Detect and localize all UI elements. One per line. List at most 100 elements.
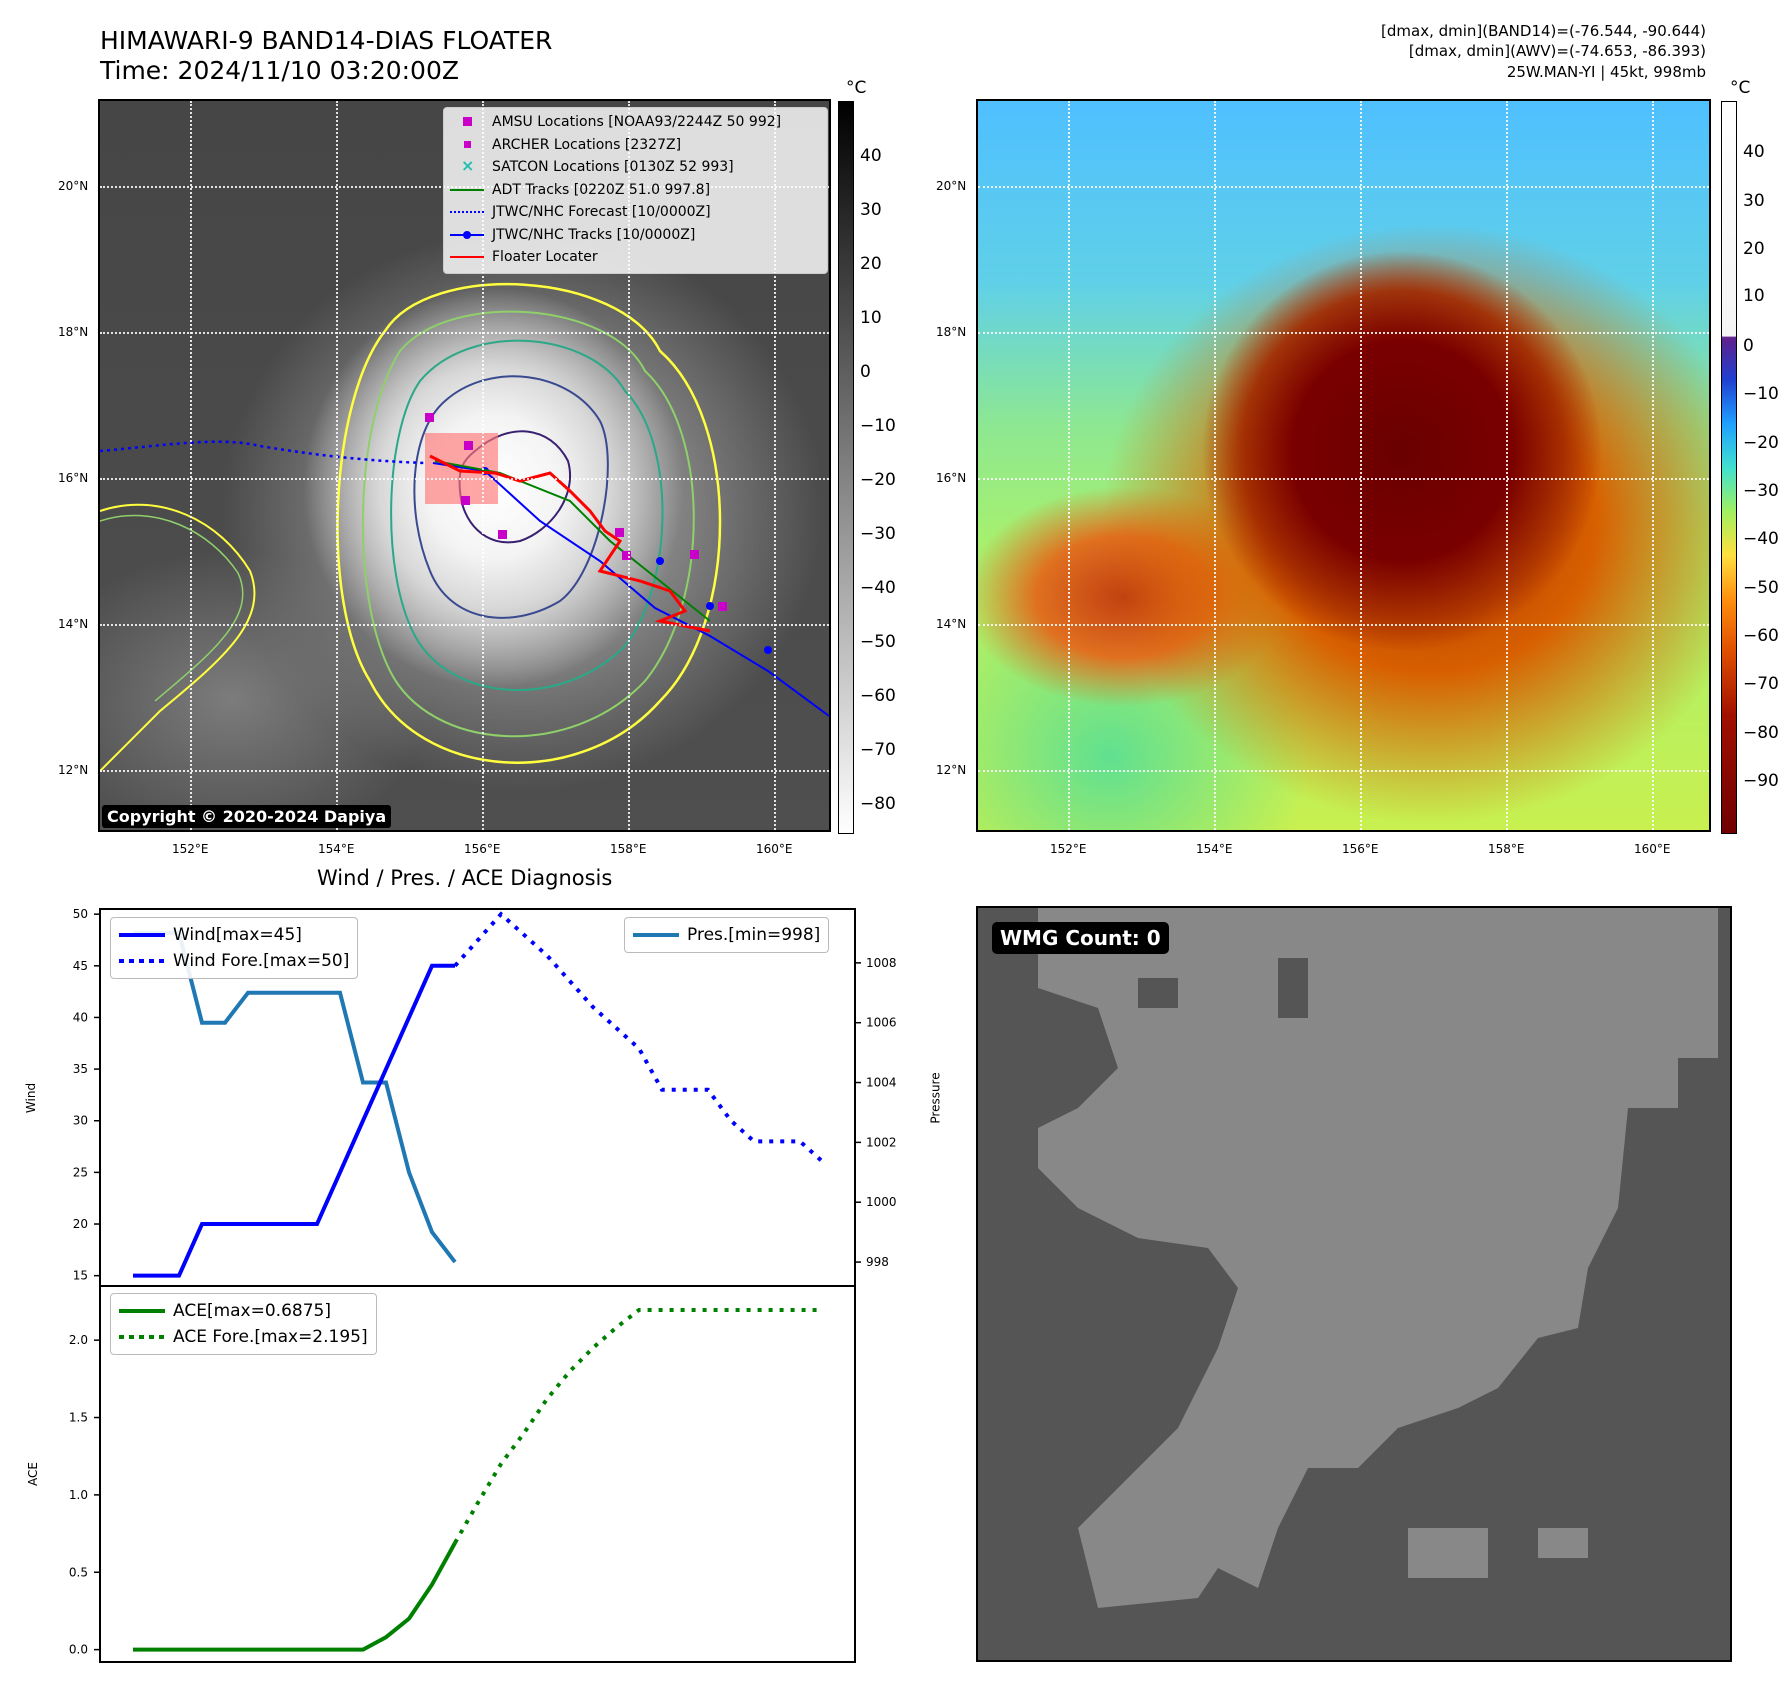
legend-symbol-icon (444, 201, 492, 223)
contour-yellow (336, 282, 722, 764)
wind-forecast-line (453, 911, 825, 1164)
ace-axes (99, 1285, 856, 1663)
lon-label: 160°E (756, 842, 793, 856)
colorbar-tick: 10 (1743, 286, 1765, 306)
colorbar-tick: 30 (1743, 191, 1765, 211)
copyright: Copyright © 2020-2024 Dapiya (102, 805, 392, 828)
lon-label: 152°E (1050, 842, 1087, 856)
colorbar-unit: °C (846, 78, 867, 98)
legend-label: SATCON Locations [0130Z 52 993] (492, 159, 734, 176)
timestamp: Time: 2024/11/10 03:20:00Z (100, 56, 459, 85)
ace-legend: ACE[max=0.6875] ACE Fore.[max=2.195] (110, 1293, 377, 1355)
lat-label: 14°N (58, 617, 89, 631)
colorbar-tick: −70 (860, 740, 896, 760)
legend-wind-fore: Wind Fore.[max=50] (173, 951, 350, 971)
colorbar-right (1721, 101, 1737, 834)
adt-track (434, 460, 711, 622)
contour-green (361, 310, 695, 738)
lat-label: 20°N (936, 179, 967, 193)
wmg-map (1038, 908, 1718, 1608)
legend-symbol-icon: × (461, 156, 475, 176)
colorbar-tick: 0 (1743, 336, 1754, 356)
pressure-tick-label: 1004 (866, 1076, 897, 1090)
legend-item: ADT Tracks [0220Z 51.0 997.8] (444, 179, 827, 202)
colorbar-tick: −50 (1743, 578, 1779, 598)
contour-teal (390, 339, 664, 692)
lon-label: 154°E (1196, 842, 1233, 856)
wind-tick-label: 30 (73, 1114, 88, 1128)
pressure-axis-label: Pressure (928, 1072, 943, 1124)
floater-track (429, 454, 711, 633)
legend-pres: Pres.[min=998] (687, 925, 821, 945)
legend-wind: Wind[max=45] (173, 925, 302, 945)
lat-label: 14°N (936, 617, 967, 631)
legend-ace: ACE[max=0.6875] (173, 1301, 331, 1321)
pressure-tick-label: 1000 (866, 1195, 897, 1209)
wmg-count-badge: WMG Count: 0 (992, 922, 1169, 954)
lon-label: 156°E (464, 842, 501, 856)
wind-tick-label: 45 (73, 959, 88, 973)
colorbar-tick: −40 (1743, 529, 1779, 549)
colorbar-tick: −40 (860, 578, 896, 598)
ace-axis-label: ACE (25, 1462, 40, 1486)
legend-item: AMSU Locations [NOAA93/2244Z 50 992] (444, 111, 827, 134)
info-band14: [dmax, dmin](BAND14)=(-76.544, -90.644) (1381, 22, 1706, 40)
forecast-track (100, 440, 426, 465)
colorbar-left (838, 101, 854, 834)
legend-symbol-icon (444, 246, 492, 268)
wind-tick-label: 40 (73, 1010, 88, 1024)
colorbar-tick: −60 (860, 686, 896, 706)
legend-label: ARCHER Locations [2327Z] (492, 136, 682, 153)
legend-item: Floater Locater (444, 246, 827, 269)
wind-legend: Wind[max=45] Wind Fore.[max=50] (110, 917, 359, 979)
colorbar-tick: 40 (860, 146, 882, 166)
lat-label: 18°N (58, 325, 89, 339)
diagnosis-title: Wind / Pres. / ACE Diagnosis (317, 866, 613, 890)
pressure-legend: Pres.[min=998] (624, 917, 830, 953)
lat-label: 16°N (936, 471, 967, 485)
legend-label: ADT Tracks [0220Z 51.0 997.8] (492, 181, 711, 198)
lon-label: 160°E (1634, 842, 1671, 856)
lat-label: 12°N (58, 763, 89, 777)
ace-tick-label: 1.5 (69, 1411, 88, 1425)
wind-line (133, 963, 455, 1278)
colorbar-tick: 10 (860, 308, 882, 328)
legend-ace-fore: ACE Fore.[max=2.195] (173, 1327, 368, 1347)
ir-map-panel[interactable]: AMSU Locations [NOAA93/2244Z 50 992] ARCH… (98, 99, 831, 832)
lat-label: 12°N (936, 763, 967, 777)
legend-label: JTWC/NHC Tracks [10/0000Z] (492, 226, 696, 243)
diagnosis-chart: 15 20 25 30 35 40 45 50 998 1000 1002 1004 1006 1008 0… (69, 907, 897, 1663)
ace-tick-label: 2.0 (69, 1333, 88, 1347)
legend-symbol-icon (444, 111, 492, 133)
legend-item: ARCHER Locations [2327Z] (444, 134, 827, 157)
wind-tick-label: 20 (73, 1217, 88, 1231)
legend-symbol-icon (444, 179, 492, 201)
legend-symbol-icon (444, 224, 492, 246)
lat-label: 20°N (58, 179, 89, 193)
colorbar-tick: 40 (1743, 142, 1765, 162)
lon-label: 154°E (318, 842, 355, 856)
main-title: HIMAWARI-9 BAND14-DIAS FLOATER (100, 26, 553, 55)
legend-item: JTWC/NHC Forecast [10/0000Z] (444, 201, 827, 224)
ace-tick-label: 1.0 (69, 1488, 88, 1502)
color-ir-map-panel[interactable] (976, 99, 1711, 832)
colorbar-tick: 20 (860, 254, 882, 274)
wind-tick-label: 35 (73, 1062, 88, 1076)
pressure-tick-label: 1008 (866, 956, 897, 970)
colorbar-tick: −10 (860, 416, 896, 436)
wind-axis-label: Wind (24, 1082, 39, 1114)
wind-tick-label: 15 (73, 1269, 88, 1283)
info-awv: [dmax, dmin](AWV)=(-74.653, -86.393) (1408, 42, 1706, 60)
colorbar-tick: −30 (1743, 481, 1779, 501)
wind-tick-label: 25 (73, 1165, 88, 1179)
legend-symbol-icon (444, 134, 492, 156)
colorbar-tick: −20 (1743, 433, 1779, 453)
colorbar-tick: 30 (860, 200, 882, 220)
wmg-panel[interactable]: WMG Count: 0 (976, 906, 1732, 1662)
map-legend: AMSU Locations [NOAA93/2244Z 50 992] ARCH… (443, 107, 828, 274)
colorbar-tick: −60 (1743, 626, 1779, 646)
colorbar-tick: −90 (1743, 771, 1779, 791)
wmg-region (1038, 908, 1718, 1608)
lat-label: 18°N (936, 325, 967, 339)
contour-navy (413, 375, 609, 619)
